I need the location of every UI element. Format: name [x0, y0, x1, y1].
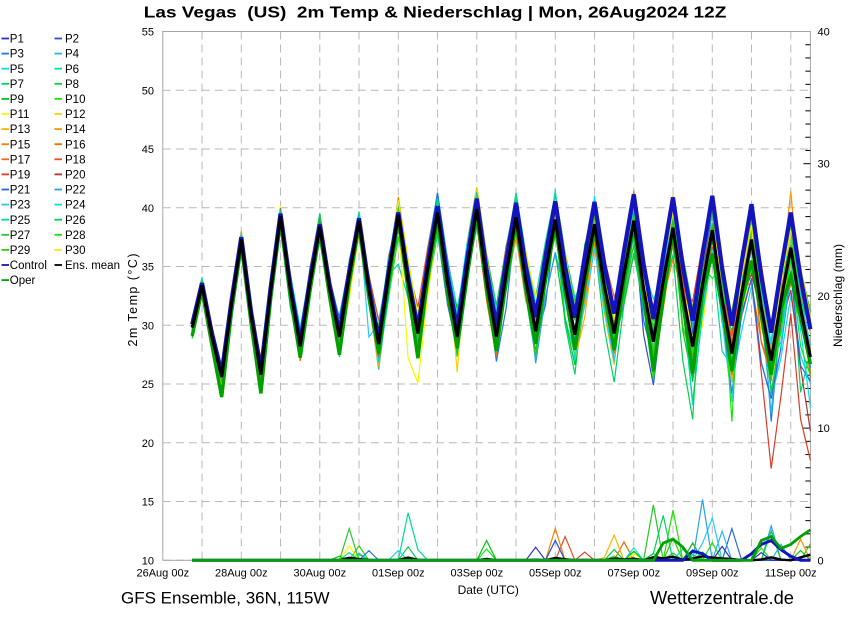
svg-text:20: 20	[142, 438, 154, 450]
svg-text:40: 40	[818, 27, 830, 39]
svg-text:26Aug 00z: 26Aug 00z	[136, 568, 189, 580]
svg-text:P15: P15	[10, 139, 30, 151]
svg-text:P11: P11	[10, 109, 30, 121]
svg-text:P13: P13	[10, 124, 30, 136]
svg-text:03Sep 00z: 03Sep 00z	[450, 568, 503, 580]
svg-text:28Aug 00z: 28Aug 00z	[215, 568, 268, 580]
svg-text:0: 0	[818, 555, 824, 567]
svg-text:Oper: Oper	[10, 275, 36, 287]
svg-text:P24: P24	[65, 200, 86, 212]
svg-text:50: 50	[142, 85, 154, 97]
svg-text:P6: P6	[65, 64, 79, 76]
svg-text:10: 10	[818, 423, 830, 435]
svg-text:Ens. mean: Ens. mean	[65, 260, 120, 272]
svg-text:35: 35	[142, 262, 154, 274]
svg-text:Wetterzentrale.de: Wetterzentrale.de	[650, 587, 794, 608]
svg-text:P20: P20	[65, 170, 85, 182]
svg-text:P23: P23	[10, 200, 30, 212]
svg-text:30: 30	[818, 159, 830, 171]
svg-text:P12: P12	[65, 109, 85, 121]
svg-text:P21: P21	[10, 185, 30, 197]
svg-text:07Sep 00z: 07Sep 00z	[607, 568, 660, 580]
svg-text:P9: P9	[10, 94, 24, 106]
svg-text:25: 25	[142, 379, 154, 391]
svg-text:P2: P2	[65, 34, 79, 46]
svg-text:P27: P27	[10, 230, 30, 242]
svg-text:P4: P4	[65, 49, 80, 61]
svg-text:P8: P8	[65, 79, 79, 91]
svg-text:P19: P19	[10, 170, 30, 182]
svg-text:40: 40	[142, 203, 154, 215]
svg-text:2m Temp (°C): 2m Temp (°C)	[126, 254, 140, 347]
svg-text:P5: P5	[10, 64, 24, 76]
svg-text:P29: P29	[10, 245, 30, 257]
svg-text:10: 10	[142, 555, 154, 567]
svg-text:P26: P26	[65, 215, 85, 227]
svg-text:P14: P14	[65, 124, 86, 136]
svg-text:GFS Ensemble, 36N, 115W: GFS Ensemble, 36N, 115W	[121, 589, 330, 608]
svg-text:P30: P30	[65, 245, 85, 257]
svg-text:09Sep 00z: 09Sep 00z	[686, 568, 739, 580]
svg-text:P25: P25	[10, 215, 30, 227]
svg-text:P3: P3	[10, 49, 24, 61]
svg-text:05Sep 00z: 05Sep 00z	[529, 568, 582, 580]
svg-text:30Aug 00z: 30Aug 00z	[293, 568, 346, 580]
svg-text:55: 55	[142, 27, 154, 39]
svg-text:45: 45	[142, 144, 154, 156]
svg-text:30: 30	[142, 320, 154, 332]
svg-text:Date (UTC): Date (UTC)	[458, 583, 519, 597]
svg-text:20: 20	[818, 291, 830, 303]
svg-text:P10: P10	[65, 94, 85, 106]
svg-text:Niederschlag (mm): Niederschlag (mm)	[831, 244, 845, 347]
svg-text:P7: P7	[10, 79, 24, 91]
svg-text:01Sep 00z: 01Sep 00z	[372, 568, 425, 580]
svg-text:P18: P18	[65, 154, 85, 166]
svg-text:P28: P28	[65, 230, 85, 242]
svg-text:Control: Control	[10, 260, 47, 272]
svg-text:Las Vegas (US) 2m Temp & Nie: Las Vegas (US) 2m Temp & Niederschlag | …	[144, 4, 727, 21]
svg-text:P17: P17	[10, 154, 30, 166]
svg-text:P1: P1	[10, 34, 24, 46]
svg-text:P16: P16	[65, 139, 85, 151]
svg-text:11Sep 00z: 11Sep 00z	[765, 568, 817, 580]
svg-text:P22: P22	[65, 185, 85, 197]
svg-text:15: 15	[142, 497, 154, 509]
